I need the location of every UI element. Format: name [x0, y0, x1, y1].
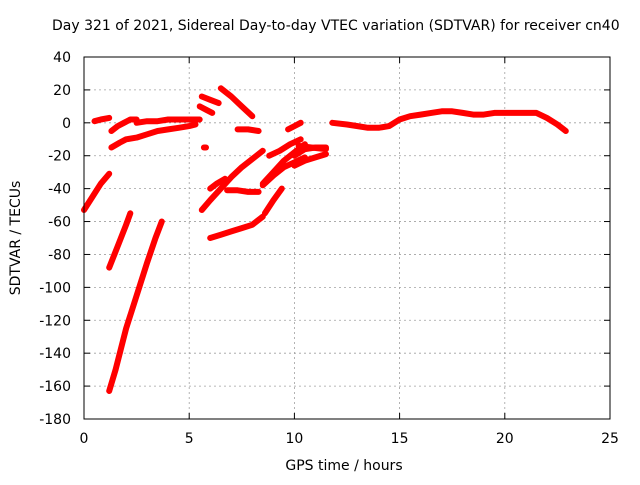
- y-tick-label: -20: [48, 149, 71, 165]
- series-arc-14: [224, 187, 262, 195]
- x-tick-label: 20: [496, 431, 514, 447]
- series-arc-1: [81, 170, 113, 213]
- series-arc-7: [133, 116, 203, 126]
- series-arc-4: [106, 218, 165, 394]
- x-tick-label: 15: [391, 431, 409, 447]
- y-axis-label: SDTVAR / TECUs: [8, 181, 24, 296]
- y-tick-label: -80: [48, 247, 71, 263]
- y-tick-label: -40: [48, 182, 71, 198]
- series-arc-21: [285, 119, 304, 133]
- y-tick-label: 0: [62, 116, 71, 132]
- y-tick-label: -100: [39, 280, 71, 296]
- y-tick-label: -160: [39, 379, 71, 395]
- series-arc-10: [198, 93, 222, 107]
- y-tick-label: -60: [48, 215, 71, 231]
- series-arc-22: [291, 151, 329, 169]
- series-arc-20: [266, 136, 304, 159]
- series-arc-25: [329, 108, 569, 134]
- series-arc-13: [198, 147, 266, 213]
- y-tick-label: -120: [39, 313, 71, 329]
- series-arc-11: [217, 85, 256, 120]
- axis-ticks: 0 5 10 15 20 25 40 20 0 -20 -40 -60 -80 -100 -120 -140 -…: [39, 50, 619, 447]
- series-arc-16: [207, 175, 228, 192]
- series-arc-19: [261, 185, 285, 217]
- series-group: [81, 85, 569, 394]
- y-tick-label: 40: [53, 50, 71, 66]
- chart-title: Day 321 of 2021, Sidereal Day-to-day VTE…: [52, 18, 620, 34]
- x-tick-label: 10: [285, 431, 303, 447]
- y-tick-label: 20: [53, 83, 71, 99]
- plot-frame: [83, 56, 611, 420]
- series-arc-15: [207, 213, 266, 241]
- series-arc-3: [106, 210, 134, 271]
- x-tick-label: 5: [185, 431, 194, 447]
- series-arc-5: [108, 116, 140, 134]
- series-arc-6: [108, 121, 199, 151]
- y-tick-label: -180: [39, 412, 71, 428]
- series-arc-24: [295, 142, 329, 153]
- x-axis-label: GPS time / hours: [285, 458, 402, 474]
- series-arc-12: [234, 126, 262, 134]
- x-tick-label: 25: [601, 431, 619, 447]
- y-tick-label: -140: [39, 346, 71, 362]
- series-arc-2: [91, 114, 113, 125]
- series-arc-9: [196, 103, 216, 116]
- x-tick-label: 0: [80, 431, 89, 447]
